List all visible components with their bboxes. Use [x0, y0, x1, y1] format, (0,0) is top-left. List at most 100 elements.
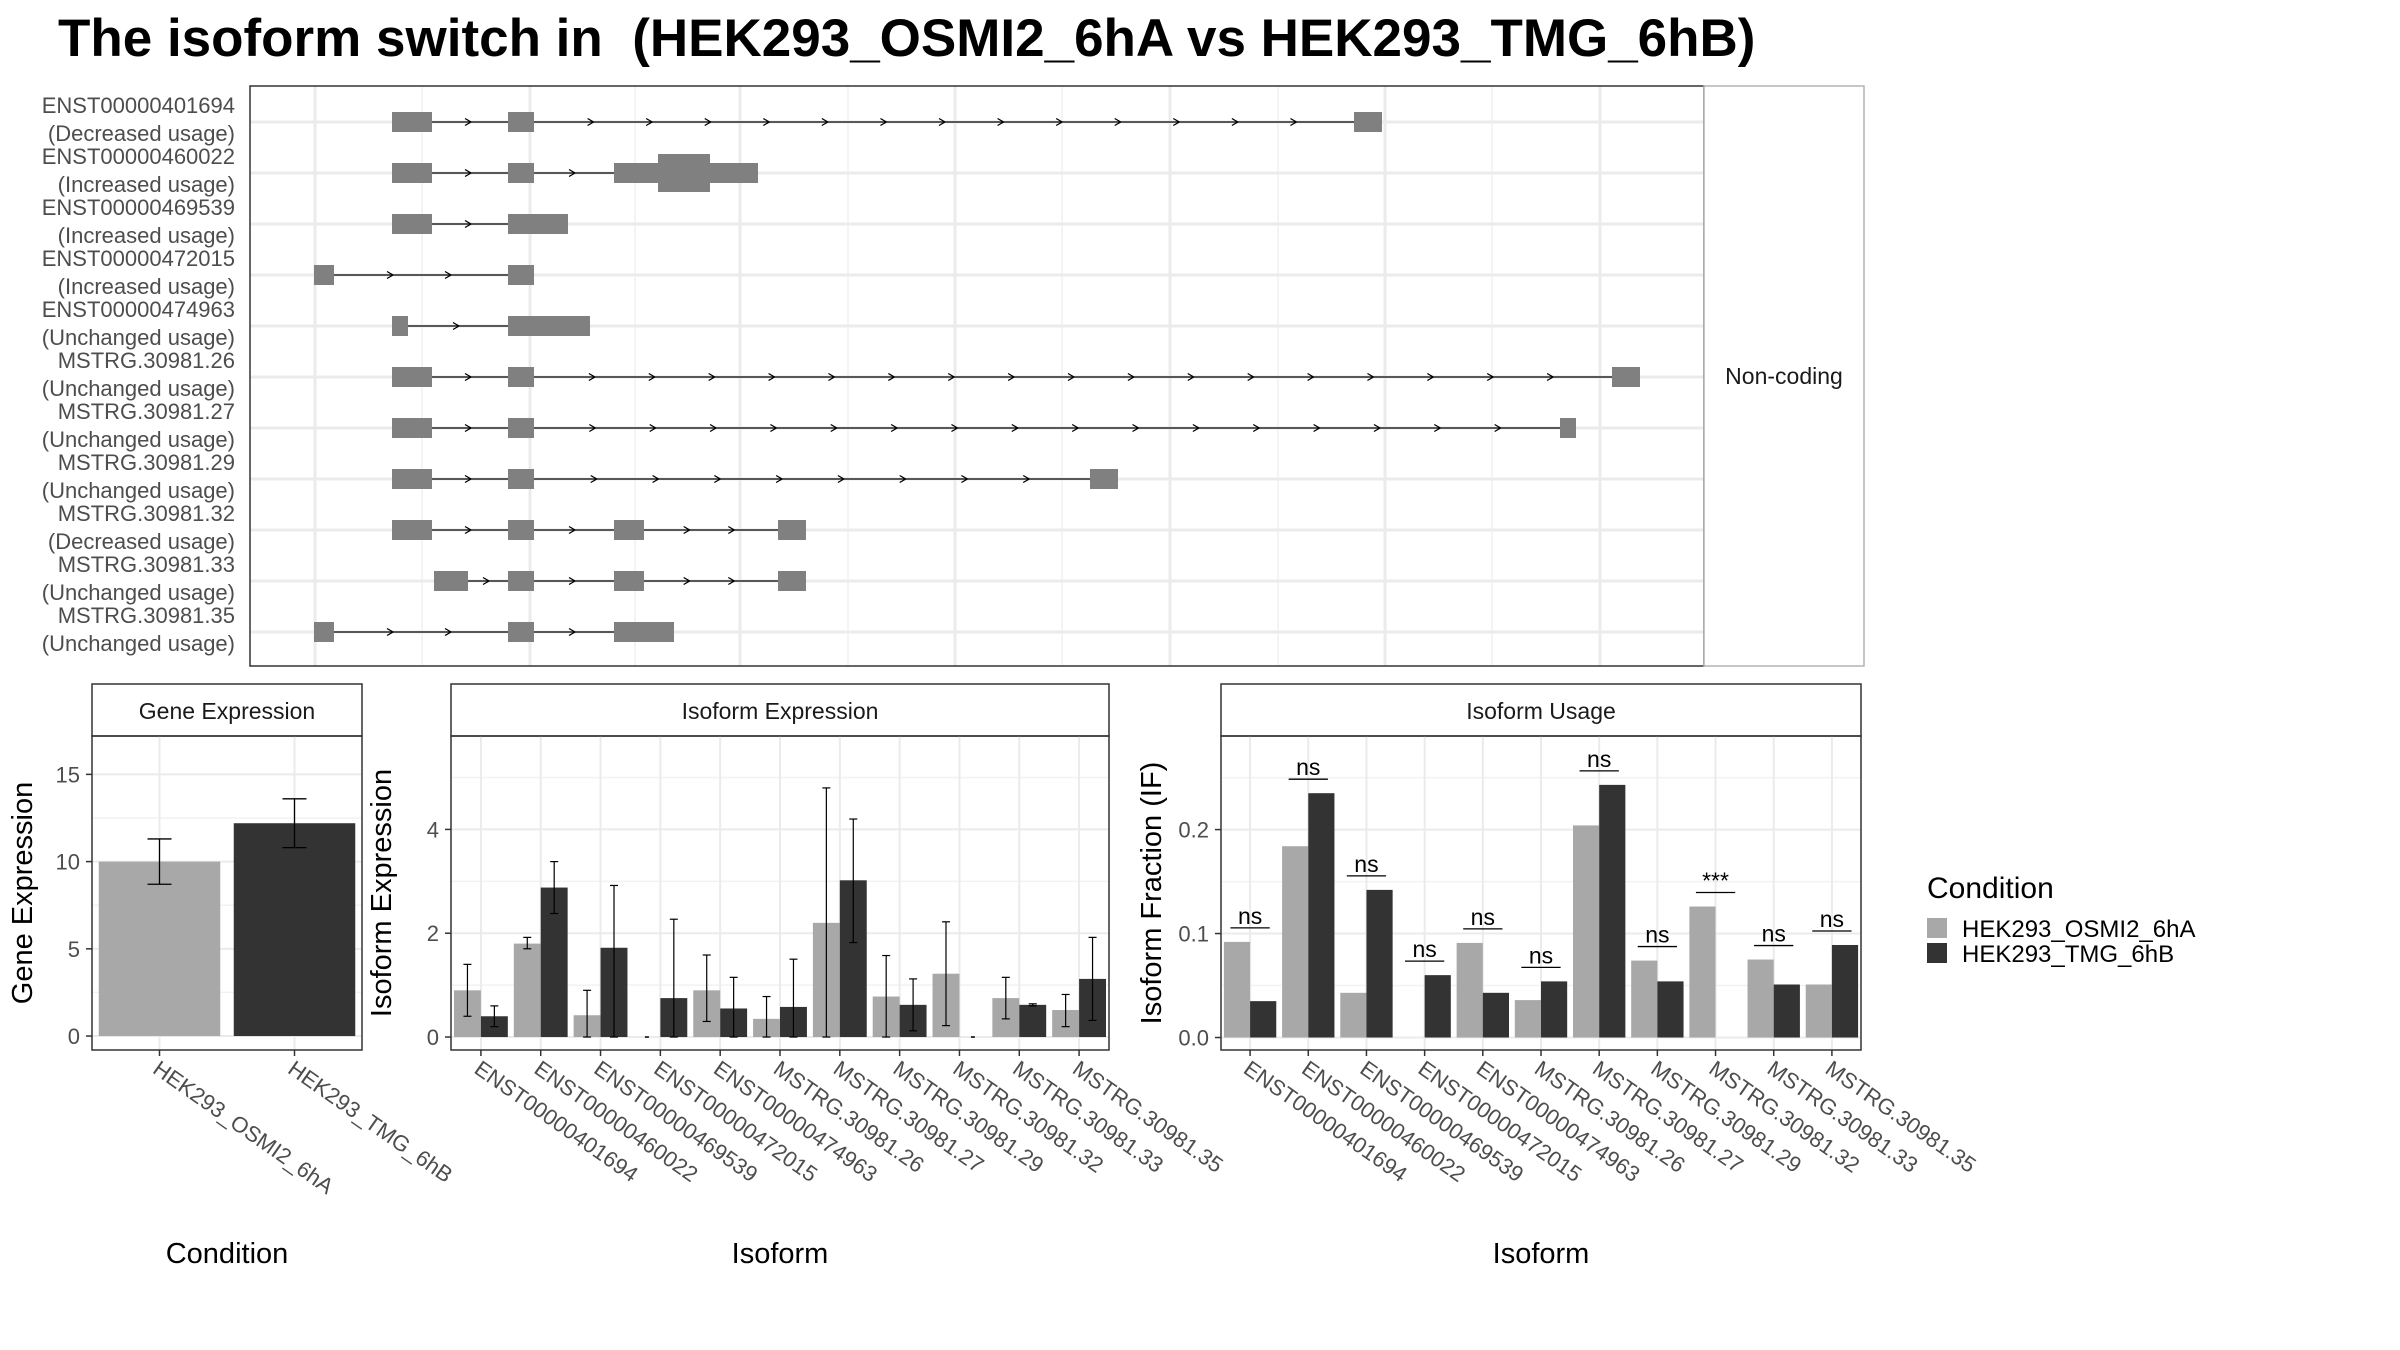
intron-arrow [961, 474, 969, 484]
exon [392, 316, 408, 336]
y-axis-title: Isoform Expression [366, 769, 398, 1017]
exon [614, 163, 658, 183]
exon [658, 154, 710, 192]
significance-label: ns [1820, 906, 1844, 932]
isoform-axis-label: MSTRG.30981.33 [58, 552, 235, 577]
intron-arrow [1071, 423, 1080, 433]
exon [434, 571, 468, 591]
intron-arrow [568, 168, 577, 178]
intron-arrow [386, 270, 395, 280]
intron-arrow [762, 117, 771, 127]
bar [1223, 941, 1251, 1038]
isoform-axis-label: MSTRG.30981.26 [58, 348, 235, 373]
exon [314, 622, 334, 642]
bar [233, 823, 356, 1037]
intron-arrow [775, 474, 784, 484]
intron-arrow [482, 576, 491, 586]
significance-label: ns [1471, 904, 1495, 930]
bar [1805, 984, 1832, 1038]
intron-arrow [709, 423, 718, 433]
bar [1308, 793, 1335, 1038]
isoform-axis-label: ENST00000469539 [42, 195, 235, 220]
isoform-status-label: (Unchanged usage) [42, 325, 235, 350]
y-axis-title: Gene Expression [7, 782, 39, 1004]
intron-arrow [683, 576, 691, 586]
intron-arrow [683, 525, 691, 535]
intron-arrow [1055, 117, 1064, 127]
intron-arrow [708, 372, 716, 382]
bar [1482, 992, 1509, 1038]
isoform-axis-label: MSTRG.30981.35 [58, 603, 235, 628]
exon [710, 163, 758, 183]
exon [508, 520, 534, 540]
intron-arrow [728, 525, 736, 535]
y-axis-title: Isoform Fraction (IF) [1136, 762, 1168, 1025]
intron-arrow [588, 372, 597, 382]
intron-arrow [648, 372, 657, 382]
intron-arrow [1172, 117, 1181, 127]
plot-panel-border [1220, 735, 1862, 1051]
isoform-status-label: (Increased usage) [58, 172, 235, 197]
facet-strip [1703, 85, 1865, 667]
intron-arrow [1367, 372, 1375, 382]
intron-arrow [1486, 372, 1495, 382]
intron-arrow [947, 372, 956, 382]
isoform-axis-label: ENST00000460022 [42, 144, 235, 169]
intron-arrow [830, 423, 839, 433]
exon [392, 418, 432, 438]
bar [1456, 942, 1483, 1038]
isoform-status-label: (Increased usage) [58, 223, 235, 248]
exon [508, 316, 590, 336]
y-tick-label: 10 [56, 850, 80, 875]
panel-strip-label: Gene Expression [139, 698, 315, 724]
bar [1282, 846, 1309, 1038]
panel-strip [450, 683, 1110, 737]
intron-arrow [938, 117, 947, 127]
intron-arrow [587, 117, 595, 127]
intron-arrow [568, 576, 577, 586]
significance-label: ns [1645, 922, 1669, 948]
intron-arrow [1307, 372, 1315, 382]
isoform-status-label: (Unchanged usage) [42, 580, 235, 605]
intron-arrow [1427, 372, 1435, 382]
y-tick-label: 5 [68, 937, 80, 962]
exon [1560, 418, 1576, 438]
intron-arrow [1433, 423, 1442, 433]
intron-arrow [589, 423, 597, 433]
exon [508, 469, 534, 489]
isoform-axis-label: ENST00000472015 [42, 246, 235, 271]
exon [392, 469, 432, 489]
intron-arrow [890, 423, 899, 433]
isoform-status-label: (Unchanged usage) [42, 631, 235, 656]
intron-arrow [837, 474, 846, 484]
exon [614, 622, 674, 642]
bar [1689, 906, 1716, 1038]
plot-panel-border [91, 735, 363, 1051]
exon [508, 112, 534, 132]
intron-arrow [997, 117, 1005, 127]
legend-swatch [1927, 943, 1947, 963]
bar [1366, 889, 1393, 1038]
significance-label: ns [1529, 942, 1553, 968]
bar [1631, 960, 1658, 1038]
bar [1747, 959, 1774, 1038]
intron-arrow [899, 474, 907, 484]
bar [1573, 825, 1600, 1038]
intron-arrow [444, 270, 453, 280]
intron-arrow [770, 423, 778, 433]
bar [1831, 944, 1859, 1038]
legend-title: Condition [1927, 872, 2054, 905]
y-tick-label: 0 [68, 1024, 80, 1049]
exon [392, 112, 432, 132]
intron-arrow [386, 627, 395, 637]
intron-arrow [828, 372, 836, 382]
intron-arrow [1114, 117, 1123, 127]
intron-arrow [880, 117, 888, 127]
intron-arrow [1067, 372, 1076, 382]
isoform-axis-label: ENST00000474963 [42, 297, 235, 322]
intron-arrow [1231, 117, 1240, 127]
exon [392, 367, 432, 387]
intron-arrow [1132, 423, 1140, 433]
plot-panel-border [450, 735, 1110, 1051]
y-tick-label: 0.1 [1178, 922, 1209, 947]
